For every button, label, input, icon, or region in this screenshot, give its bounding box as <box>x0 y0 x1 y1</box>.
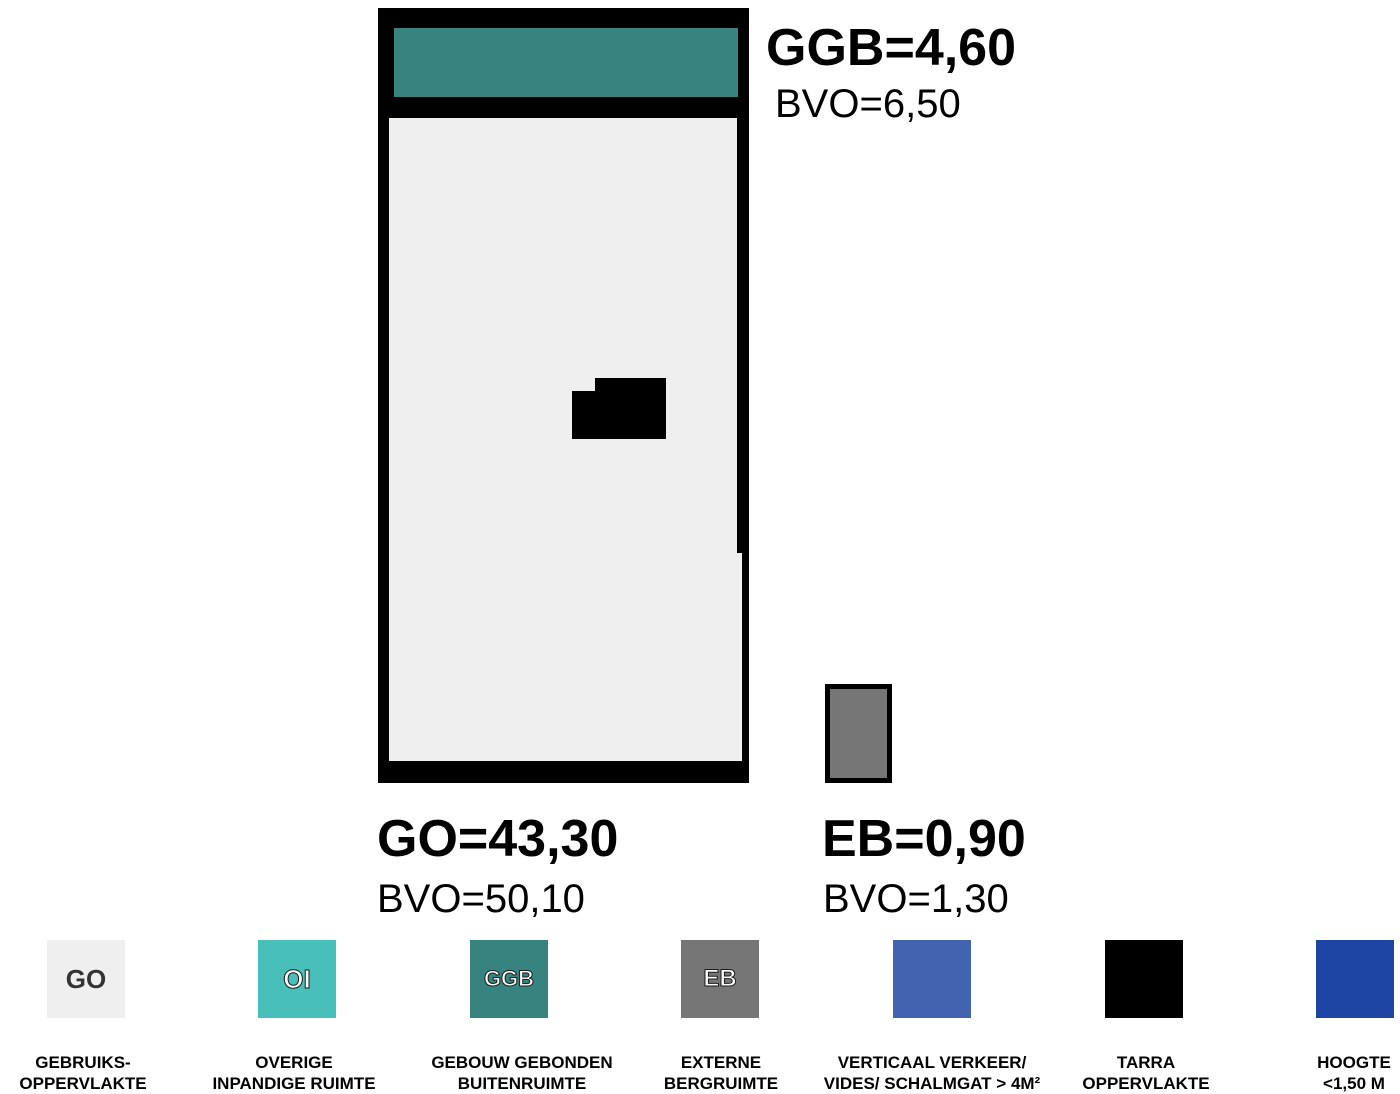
legend-caption-oi: OVERIGE INPANDIGE RUIMTE <box>164 1052 424 1094</box>
legend-caption-go-line2: OPPERVLAKTE <box>19 1074 147 1093</box>
legend-caption-tarra: TARRA OPPERVLAKTE <box>1016 1052 1276 1094</box>
legend-swatch-oi: OI <box>258 940 336 1018</box>
legend-swatch-hoogte <box>1316 940 1394 1018</box>
legend-caption-verticaal-verkeer-line1: VERTICAAL VERKEER/ <box>837 1053 1027 1072</box>
legend-caption-hoogte: HOOGTE <1,50 M <box>1224 1052 1400 1094</box>
legend-caption-hoogte-line2: <1,50 M <box>1323 1074 1385 1093</box>
eb-storage-area <box>825 684 892 783</box>
tarra-shaft-top <box>595 378 666 398</box>
legend-swatch-eb: EB <box>681 940 759 1018</box>
legend-caption-hoogte-line1: HOOGTE <box>1317 1053 1391 1072</box>
eb-area-label: EB=0,90 <box>822 810 1026 868</box>
legend-caption-tarra-line2: OPPERVLAKTE <box>1082 1074 1210 1093</box>
legend-caption-eb-line1: EXTERNE <box>680 1053 762 1072</box>
legend-swatch-ggb-code: GGB <box>483 966 535 992</box>
legend-swatch-oi-code: OI <box>283 963 311 994</box>
legend-caption-verticaal-verkeer-line2: VIDES/ SCHALMGAT > 4M² <box>823 1074 1041 1093</box>
tarra-shaft <box>572 391 666 439</box>
legend-caption-eb-line2: BERGRUIMTE <box>663 1074 779 1093</box>
legend-caption-go-line1: GEBRUIKS- <box>35 1053 131 1072</box>
go-floor-area-extension <box>737 553 742 761</box>
legend-swatch-verticaal-verkeer <box>893 940 971 1018</box>
legend-caption-go: GEBRUIKS- OPPERVLAKTE <box>0 1052 213 1094</box>
ggb-balcony-area <box>394 28 738 97</box>
go-floor-area <box>389 118 737 761</box>
legend-caption-verticaal-verkeer: VERTICAAL VERKEER/ VIDES/ SCHALMGAT > 4M… <box>802 1052 1062 1094</box>
go-area-label: GO=43,30 <box>377 810 619 868</box>
legend-caption-ggb-line2: BUITENRUIMTE <box>457 1074 587 1093</box>
legend-swatch-go: GO <box>47 940 125 1018</box>
legend-caption-oi-line2: INPANDIGE RUIMTE <box>212 1074 376 1093</box>
legend-swatch-ggb: GGB <box>470 940 548 1018</box>
legend-swatch-eb-code: EB <box>703 965 737 993</box>
legend-caption-tarra-line1: TARRA <box>1116 1053 1176 1072</box>
ggb-area-label: GGB=4,60 <box>766 19 1017 77</box>
legend-swatch-tarra <box>1105 940 1183 1018</box>
ggb-bvo-label: BVO=6,50 <box>775 82 961 126</box>
eb-bvo-label: BVO=1,30 <box>823 877 1009 921</box>
legend-caption-eb: EXTERNE BERGRUIMTE <box>591 1052 851 1094</box>
legend-caption-oi-line1: OVERIGE <box>255 1053 333 1072</box>
legend-caption-ggb: GEBOUW GEBONDEN BUITENRUIMTE <box>392 1052 652 1094</box>
legend-swatch-go-code: GO <box>65 963 107 994</box>
legend-caption-ggb-line1: GEBOUW GEBONDEN <box>431 1053 613 1072</box>
go-bvo-label: BVO=50,10 <box>377 877 585 921</box>
